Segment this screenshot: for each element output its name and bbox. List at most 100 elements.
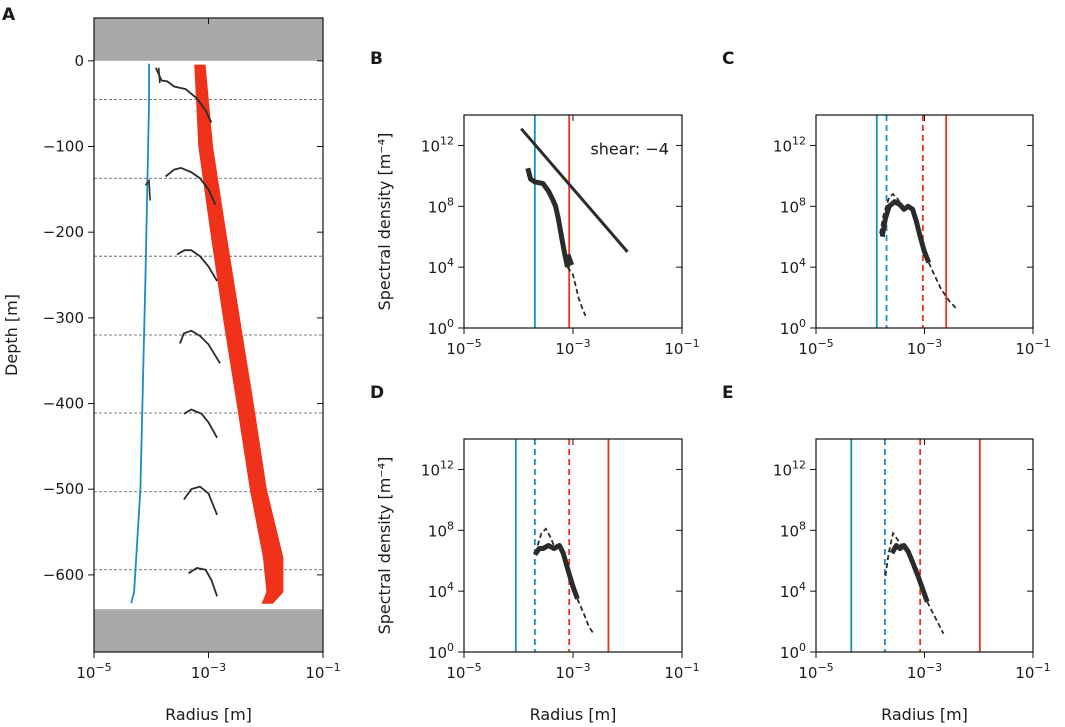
x-tick-label: 10−5	[446, 661, 481, 682]
profile-curve	[183, 485, 218, 516]
y-tick-label-exp: 4	[447, 580, 454, 593]
x-tick-label-base: 10	[76, 664, 95, 682]
y-tick-label-base: 10	[780, 583, 799, 601]
x-tick-label: 10−1	[1015, 337, 1050, 358]
x-tick-label: 10−1	[1015, 661, 1050, 682]
dashed-spectrum-tail	[927, 262, 957, 309]
dashed-spectrum-curve	[566, 266, 587, 317]
profile-curve	[165, 166, 217, 206]
profile-curve	[154, 67, 213, 123]
solid-spectrum-curve	[889, 543, 930, 603]
y-tick-label: 100	[428, 641, 454, 662]
y-tick-label: 100	[780, 641, 806, 662]
x-tick-label-base: 10	[555, 340, 574, 358]
panel-label-a: A	[2, 5, 16, 25]
panel-a-depth-profile: 10−5 10−3 10−10−100−200−300−400−500−600Rad…	[2, 17, 341, 724]
x-tick-label-exp: −1	[324, 661, 340, 674]
y-tick-label-base: 10	[780, 522, 799, 540]
y-tick-label: 108	[428, 519, 454, 540]
dashed-spectrum-curve	[879, 192, 904, 234]
y-tick-label-exp: 8	[799, 519, 806, 532]
x-tick-label-exp: −1	[1034, 337, 1050, 350]
y-tick-label: 100	[428, 317, 454, 338]
x-axis-label: Radius [m]	[530, 705, 617, 724]
y-tick-label: 104	[428, 580, 454, 601]
x-tick-label-exp: −5	[95, 661, 111, 674]
x-axis-label: Radius [m]	[165, 705, 252, 724]
y-tick-label-base: 10	[780, 320, 799, 338]
y-tick-label-exp: 12	[440, 134, 454, 147]
x-tick-label-exp: −3	[210, 661, 226, 674]
shear-annotation: shear: −4	[590, 140, 668, 159]
thick-spectrum-segment	[562, 253, 575, 267]
x-axis-label: Radius [m]	[881, 705, 968, 724]
y-tick-label-base: 10	[780, 198, 799, 216]
dashed-spectrum-curve	[884, 531, 903, 577]
x-tick-label-base: 10	[446, 664, 465, 682]
y-tick-label: 1012	[773, 134, 806, 155]
x-tick-label-base: 10	[907, 340, 926, 358]
gray-band-1	[94, 609, 323, 652]
y-axis-label: Spectral density [m⁻⁴]	[375, 133, 394, 311]
y-tick-label-base: 10	[421, 137, 440, 155]
y-tick-label-exp: 8	[799, 195, 806, 208]
y-tick-label-exp: 8	[447, 195, 454, 208]
panel-label-c: C	[722, 49, 734, 69]
gray-band-0	[94, 18, 323, 61]
y-tick-label: 104	[780, 580, 806, 601]
x-tick-label-base: 10	[664, 664, 683, 682]
y-tick-label-base: 10	[421, 461, 440, 479]
y-tick-label: 1012	[421, 458, 454, 479]
y-tick-label: −400	[43, 395, 84, 413]
x-tick-label: 10−5	[798, 661, 833, 682]
x-tick-label: 10−3	[907, 661, 942, 682]
x-tick-label: 10−1	[305, 661, 340, 682]
plot-area	[875, 115, 957, 328]
profile-fragment	[144, 178, 151, 201]
x-tick-label: 10−1	[664, 337, 699, 358]
axes-frame	[815, 438, 1034, 653]
y-tick-label-base: 10	[428, 583, 447, 601]
x-tick-label-base: 10	[798, 340, 817, 358]
y-tick-label: 108	[428, 195, 454, 216]
y-tick-label-base: 10	[428, 320, 447, 338]
y-tick-label-exp: 4	[447, 256, 454, 269]
x-tick-label: 10−3	[907, 337, 942, 358]
x-tick-label: 10−3	[555, 661, 590, 682]
x-tick-label: 10−5	[446, 337, 481, 358]
y-axis-label: Spectral density [m⁻⁴]	[375, 457, 394, 635]
x-tick-label-exp: −3	[926, 661, 942, 674]
y-tick-label: 1012	[773, 458, 806, 479]
x-tick-label: 10−3	[191, 661, 226, 682]
x-tick-label-exp: −5	[817, 337, 833, 350]
panel-b-spectrum: shear: −410−5 10−3 10−11001041081012Spectr…	[375, 114, 700, 358]
x-tick-label-base: 10	[664, 340, 683, 358]
x-tick-label-exp: −1	[1034, 661, 1050, 674]
profile-curve	[176, 249, 218, 282]
dashed-spectrum-tail	[926, 601, 945, 635]
y-tick-label-exp: 4	[799, 256, 806, 269]
x-tick-label-exp: −3	[574, 661, 590, 674]
y-tick-label-base: 10	[780, 644, 799, 662]
y-tick-label-exp: 0	[799, 317, 806, 330]
y-tick-label: −100	[43, 138, 84, 156]
y-tick-label-base: 10	[428, 644, 447, 662]
axes-frame	[815, 114, 1034, 329]
x-tick-label-base: 10	[191, 664, 210, 682]
y-axis-label: Depth [m]	[2, 294, 21, 376]
y-tick-label-exp: 4	[799, 580, 806, 593]
y-tick-label-exp: 12	[440, 458, 454, 471]
panel-label-d: D	[370, 383, 384, 403]
x-tick-label-base: 10	[446, 340, 465, 358]
profile-curve	[179, 329, 221, 364]
y-tick-label: 104	[428, 256, 454, 277]
plot-area	[850, 439, 981, 652]
y-tick-label-base: 10	[428, 522, 447, 540]
y-tick-label: −200	[43, 223, 84, 241]
inner-radius-line	[130, 63, 150, 604]
y-tick-label-base: 10	[780, 259, 799, 277]
y-tick-label-exp: 8	[447, 519, 454, 532]
y-tick-label: 1012	[421, 134, 454, 155]
